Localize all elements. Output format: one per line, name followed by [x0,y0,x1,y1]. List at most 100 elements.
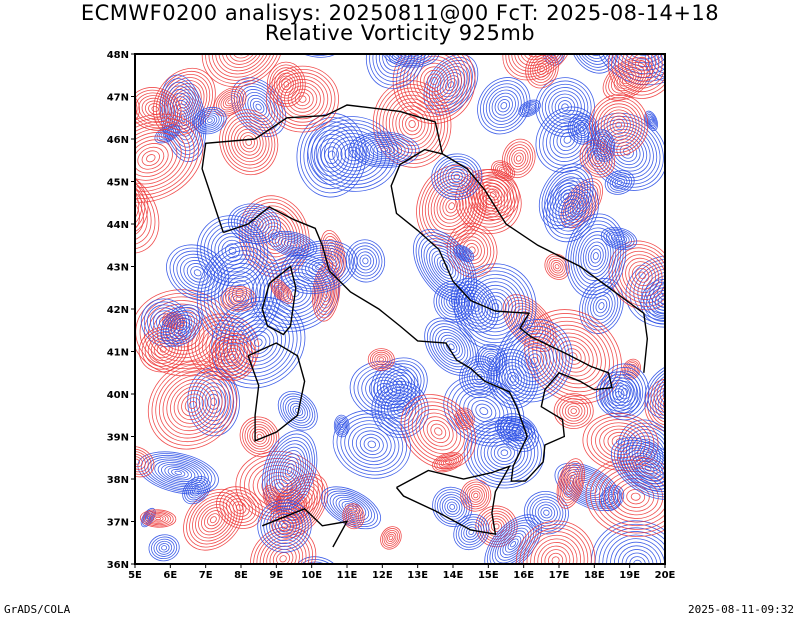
negative-vorticity-cell [281,54,342,58]
sicily-coastline [395,465,512,536]
lon-tick-label: 5E [128,570,142,581]
lon-tick-label: 16E [513,570,534,581]
negative-vorticity-cell [193,106,227,135]
negative-vorticity-cell [538,163,594,230]
positive-vorticity-cell [501,138,536,179]
positive-vorticity-cell [139,509,177,528]
lon-tick-label: 12E [372,570,393,581]
lon-tick-label: 14E [443,570,464,581]
positive-vorticity-cell [219,109,279,176]
positive-vorticity-cell [147,360,238,450]
lat-tick-label: 37N [107,518,129,529]
positive-vorticity-cell [342,503,365,530]
negative-vorticity-cell [431,153,483,200]
negative-vorticity-cell [277,390,318,431]
lon-tick-label: 11E [337,570,358,581]
positive-vorticity-cell [367,348,395,371]
lon-tick-label: 19E [619,570,640,581]
negative-vorticity-cell [484,514,542,564]
tunisia-coastline [261,507,349,548]
longitude-axis: 5E 6E 7E 8E 9E 10E 11E 12E 13E 14E 15E 16E 17E 18E 19E… [128,564,676,581]
positive-vorticity-cell [515,520,596,564]
lat-tick-label: 43N [107,263,129,274]
lon-tick-label: 13E [407,570,428,581]
footer-timestamp: 2025-08-11-09:32 [688,603,794,616]
footer-credit: GrADS/COLA [4,603,71,616]
negative-vorticity-cell [590,520,665,564]
lon-tick-label: 10E [301,570,322,581]
positive-vorticity-cell [553,393,594,430]
negative-vorticity-cell [475,343,508,376]
lat-tick-label: 45N [107,178,129,189]
lon-tick-label: 15E [478,570,499,581]
lat-tick-label: 39N [107,433,129,444]
negative-vorticity-cell [345,239,386,283]
lon-tick-label: 18E [584,570,605,581]
positive-vorticity-cell [262,485,282,513]
negative-vorticity-cell [424,317,479,376]
positive-vorticity-cell [216,486,263,529]
positive-vorticity-cell [135,87,182,131]
positive-vorticity-cell [266,65,339,133]
lat-tick-label: 40N [107,390,129,401]
negative-vorticity-cell [160,304,203,347]
negative-vorticity-cell [535,77,595,137]
italy-peninsula-coastline [223,148,613,482]
negative-vorticity-cell [211,296,306,389]
positive-vorticity-cell [491,160,516,182]
sardinia-coastline [247,342,306,442]
positive-vorticity-cell [208,333,257,382]
negative-vorticity-cell [257,499,312,553]
negative-vorticity-cell [280,240,358,294]
negative-vorticity-cell [644,110,658,131]
negative-vorticity-cell [463,417,546,489]
lat-tick-label: 42N [107,305,129,316]
positive-vorticity-cell [589,94,649,156]
positive-vorticity-cell [380,526,402,550]
positive-vorticity-cell [525,54,559,89]
map-title: ECMWF0200 analisys: 20250811@00 FcT: 202… [80,1,720,25]
lon-tick-label: 20E [655,570,676,581]
lat-tick-label: 46N [107,135,129,146]
negative-vorticity-cell [166,244,230,302]
negative-vorticity-cell [599,363,650,421]
lat-tick-label: 38N [107,475,129,486]
positive-vorticity-cell [135,171,149,236]
lat-tick-label: 41N [107,348,129,359]
positive-vorticity-cell [556,458,585,509]
lat-tick-label: 44N [107,220,129,231]
positive-vorticity-cell [135,113,204,203]
lon-tick-label: 7E [199,570,213,581]
lat-tick-label: 36N [107,560,129,571]
negative-vorticity-cell [595,371,642,418]
negative-vorticity-cell [349,131,420,168]
lon-tick-label: 17E [549,570,570,581]
lon-tick-label: 8E [234,570,248,581]
positive-vorticity-cell [135,446,155,478]
corsica-coastline [261,265,297,336]
lat-tick-label: 47N [107,93,129,104]
positive-vorticity-cell [183,488,244,551]
negative-vorticity-cell [332,410,411,479]
lat-tick-label: 48N [107,50,129,61]
map-subtitle: Relative Vorticity 925mb [264,21,536,45]
positive-vorticity-cell [544,253,570,280]
negative-vorticity-cell [611,437,665,500]
negative-vorticity-cell [565,213,627,299]
negative-vorticity-cell [148,534,180,562]
negative-vorticity-cell [518,99,541,118]
negative-vorticity-cell [453,245,475,262]
coastlines [201,104,649,548]
lon-tick-label: 9E [269,570,283,581]
positive-vorticity-cell [400,394,476,469]
negative-vorticity-cell [591,129,616,162]
negative-vorticity-cell [382,54,440,68]
balkan-coastline [442,153,649,373]
positive-vorticity-cell [460,479,492,512]
negative-vorticity-cell [296,112,367,198]
negative-vorticity-cell [477,77,531,135]
lon-tick-label: 6E [163,570,177,581]
vorticity-map: 5E 6E 7E 8E 9E 10E 11E 12E 13E 14E 15E 16E 17E 18E 19E… [107,50,676,581]
positive-vorticity-cell [270,278,293,304]
negative-vorticity-cell [137,451,219,495]
